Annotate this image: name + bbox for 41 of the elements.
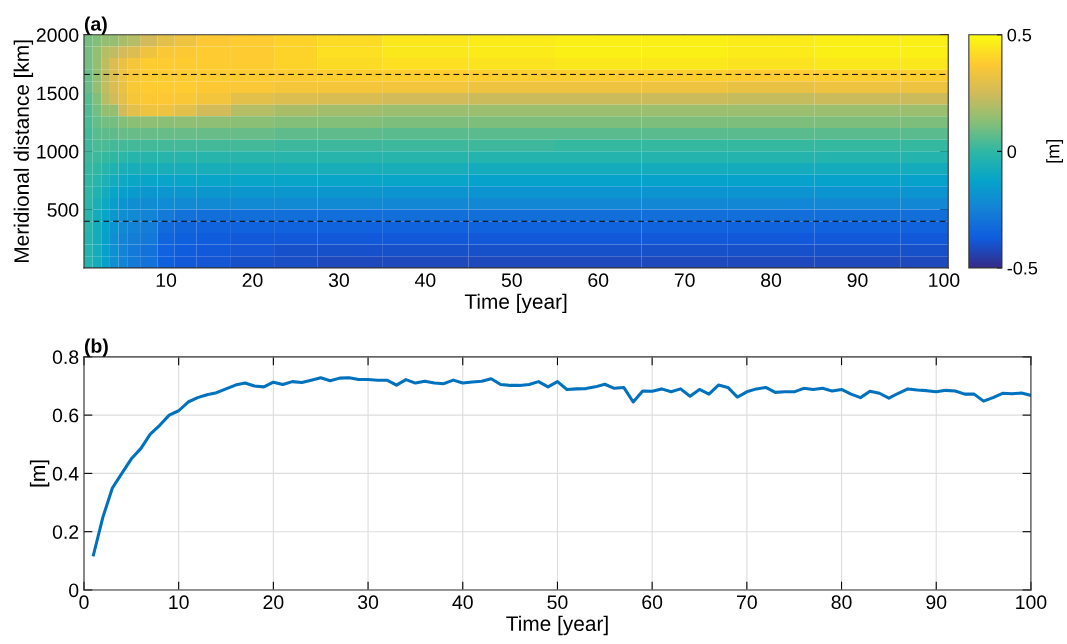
x-tick-label: 30 <box>357 595 379 610</box>
x-tick-label: 80 <box>761 273 782 288</box>
color-bar-label: 0.5 <box>1007 28 1032 42</box>
x-tick-label: 40 <box>414 273 436 288</box>
x-tick-label: 70 <box>674 273 695 288</box>
x-tick-label: 50 <box>501 273 522 288</box>
y-tick-label: 0.2 <box>52 525 79 539</box>
y-axis-title: Meridional distance [km] <box>13 40 34 262</box>
x-tick-label: 70 <box>737 595 757 610</box>
x-tick-label: 60 <box>642 595 663 610</box>
line-series <box>91 376 1031 557</box>
x-tick-label: 10 <box>156 273 177 288</box>
color-bar-title: [m] <box>1046 140 1064 163</box>
x-tick-label: 100 <box>1016 595 1047 610</box>
x-tick-label: 60 <box>588 273 609 288</box>
color-bar-label: -0.5 <box>1007 261 1038 275</box>
x-tick-label: 80 <box>831 595 852 610</box>
x-axis-title: Time [year] <box>464 293 567 314</box>
y-tick-label: 0.8 <box>52 350 79 365</box>
y-tick-label: 500 <box>47 203 79 217</box>
x-tick-label: 40 <box>452 595 473 610</box>
y-tick-label: 0 <box>69 583 79 598</box>
x-tick-label: 10 <box>169 595 189 610</box>
y-tick-label: 1500 <box>37 86 79 101</box>
x-tick-label: 20 <box>242 273 263 288</box>
x-tick-label: 100 <box>929 273 960 288</box>
color-bar-label: 0 <box>1007 145 1017 159</box>
y-tick-label: 0.6 <box>52 408 79 423</box>
y-axis-title: [m] <box>29 460 50 487</box>
x-tick-label: 90 <box>926 595 947 610</box>
x-tick-label: 0 <box>79 595 89 610</box>
x-tick-label: 50 <box>547 595 568 610</box>
chart-title: (b) <box>84 338 108 357</box>
x-tick-label: 20 <box>263 595 284 610</box>
x-tick-label: 30 <box>328 273 349 288</box>
x-axis-title: Time [year] <box>506 615 608 636</box>
y-tick-label: 1000 <box>37 144 79 159</box>
y-tick-label: 2000 <box>36 28 79 43</box>
y-tick-label: 0.4 <box>52 466 79 481</box>
chart-title: (a) <box>84 16 107 35</box>
x-tick-label: 90 <box>847 273 868 288</box>
